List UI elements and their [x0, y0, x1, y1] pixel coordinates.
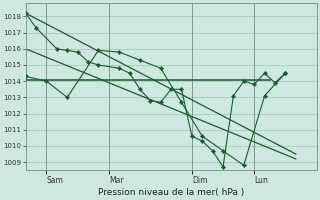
X-axis label: Pression niveau de la mer( hPa ): Pression niveau de la mer( hPa ): [98, 188, 244, 197]
